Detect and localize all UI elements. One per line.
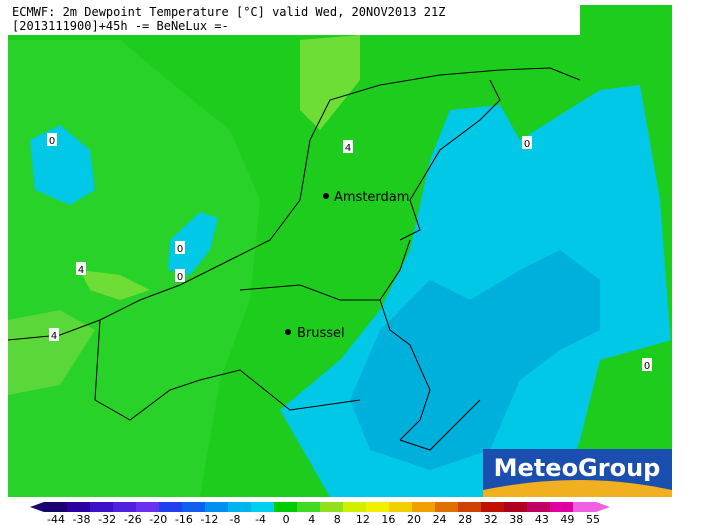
contour-label: 4 — [51, 331, 57, 342]
colorbar-tick: 4 — [308, 513, 315, 525]
colorbar-tick: 55 — [586, 513, 600, 525]
colorbar-segment — [435, 502, 459, 512]
colorbar-segment — [182, 502, 206, 512]
contour-label-box — [76, 262, 86, 275]
colorbar-segment — [412, 502, 436, 512]
map — [7, 5, 672, 497]
colorbar-segment — [205, 502, 229, 512]
colorbar-tick: -16 — [175, 513, 193, 525]
region-cyan — [30, 125, 95, 205]
colorbar-tick: 32 — [484, 513, 498, 525]
contour-label-box — [175, 241, 185, 254]
colorbar-tick: -44 — [47, 513, 65, 525]
city-marker — [323, 193, 329, 199]
region-deep-cyan — [350, 250, 600, 470]
colorbar-segment — [90, 502, 114, 512]
region-light — [8, 310, 95, 395]
contour-label: 4 — [345, 143, 351, 154]
colorbar-tick: -26 — [124, 513, 142, 525]
colorbar-segment — [228, 502, 252, 512]
colorbar-segment — [44, 502, 68, 512]
city-label: Brussel — [297, 326, 345, 341]
colorbar-tick: 24 — [433, 513, 447, 525]
colorbar-tick: -4 — [255, 513, 266, 525]
colorbar-tick: 49 — [560, 513, 574, 525]
contour-label-box — [343, 140, 353, 153]
colorbar-segment — [113, 502, 137, 512]
contour-labels: 0 4 0 0 0 4 4 0 — [47, 133, 652, 372]
colorbar-segment — [366, 502, 390, 512]
colorbar-tick: -38 — [73, 513, 91, 525]
colorbar-segment — [504, 502, 528, 512]
contour-label: 0 — [177, 272, 183, 283]
logo-swoosh — [483, 480, 672, 497]
header-box — [8, 5, 580, 35]
contour-label: 0 — [524, 139, 530, 150]
colorbar-segment — [458, 502, 482, 512]
colorbar-arrow — [30, 502, 44, 512]
colorbar-tick: 38 — [509, 513, 523, 525]
contour-label: 0 — [49, 136, 55, 147]
header-line: [2013111900]+45h -= BeNeLux =- — [12, 19, 229, 33]
colorbar-segment — [67, 502, 91, 512]
colorbar-tick: 43 — [535, 513, 549, 525]
contour-label-box — [175, 269, 185, 282]
contour-label-box — [522, 136, 532, 149]
colorbar-segment — [320, 502, 344, 512]
colorbar-segment — [527, 502, 551, 512]
colorbar-segment — [274, 502, 298, 512]
contour-label-box — [642, 358, 652, 371]
colorbar-tick: -20 — [149, 513, 167, 525]
colorbar-segment — [573, 502, 597, 512]
colorbar-segment — [389, 502, 413, 512]
colorbar-tick: -8 — [230, 513, 241, 525]
logo-text: MeteoGroup — [494, 454, 661, 482]
colorbar-tick: -32 — [98, 513, 116, 525]
colorbar-tick: 8 — [334, 513, 341, 525]
region-light — [80, 270, 150, 300]
contour-label-box — [49, 328, 59, 341]
colorbar-segment — [343, 502, 367, 512]
borders — [7, 67, 581, 451]
colorbar-arrow — [596, 502, 610, 512]
contour-label: 0 — [177, 244, 183, 255]
city-marker — [285, 329, 291, 335]
colorbar-tick: 16 — [381, 513, 395, 525]
contour-label-box — [47, 133, 57, 146]
contour-label: 0 — [644, 361, 650, 372]
colorbar-tick: 28 — [458, 513, 472, 525]
contour-label: 4 — [78, 265, 84, 276]
colorbar-segment — [136, 502, 160, 512]
colorbar-segment — [297, 502, 321, 512]
region-cyan — [168, 212, 218, 275]
header-line: ECMWF: 2m Dewpoint Temperature [°C] vali… — [12, 5, 445, 19]
colorbar-segment — [159, 502, 183, 512]
colorbar-segment — [550, 502, 574, 512]
city-label: Amsterdam — [334, 190, 409, 205]
colorbar-tick: 0 — [283, 513, 290, 525]
colorbar-segment — [251, 502, 275, 512]
colorbar-tick: 20 — [407, 513, 421, 525]
colorbar-tick: 12 — [356, 513, 370, 525]
colorbar-segment — [481, 502, 505, 512]
colorbar-tick: -12 — [200, 513, 218, 525]
colorbar: -44 -38 -32 -26 -20 -16 -12 -8 -4 0 4 8 12 16 20 24 28 32… — [30, 502, 610, 525]
region-light — [300, 35, 360, 130]
